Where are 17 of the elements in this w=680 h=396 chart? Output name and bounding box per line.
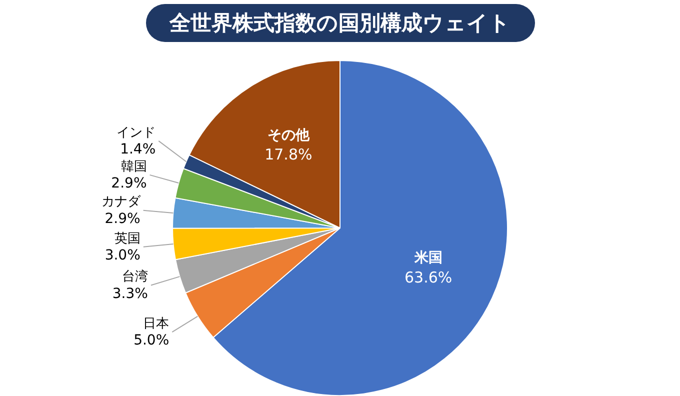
data-label: 1.4%	[120, 142, 156, 158]
data-label: 3.0%	[104, 248, 140, 264]
data-label: 5.0%	[134, 332, 170, 349]
data-label: 17.8%	[264, 146, 312, 164]
slice-label: インド	[116, 125, 156, 140]
slice-label: カナダ	[101, 194, 142, 210]
chart-title: 全世界株式指数の国別構成ウェイト	[146, 4, 534, 42]
data-label: 2.9%	[104, 210, 140, 227]
slice-label: 日本	[143, 316, 170, 332]
data-label: 2.9%	[111, 176, 147, 192]
slice-label: 英国	[114, 231, 140, 246]
data-label: 63.6%	[404, 268, 452, 286]
slice-label: 米国	[413, 250, 442, 266]
slice-label: 台湾	[122, 268, 148, 285]
data-label: 3.3%	[112, 286, 148, 302]
slice-label: その他	[267, 127, 310, 144]
slice-label: 韓国	[120, 159, 147, 174]
